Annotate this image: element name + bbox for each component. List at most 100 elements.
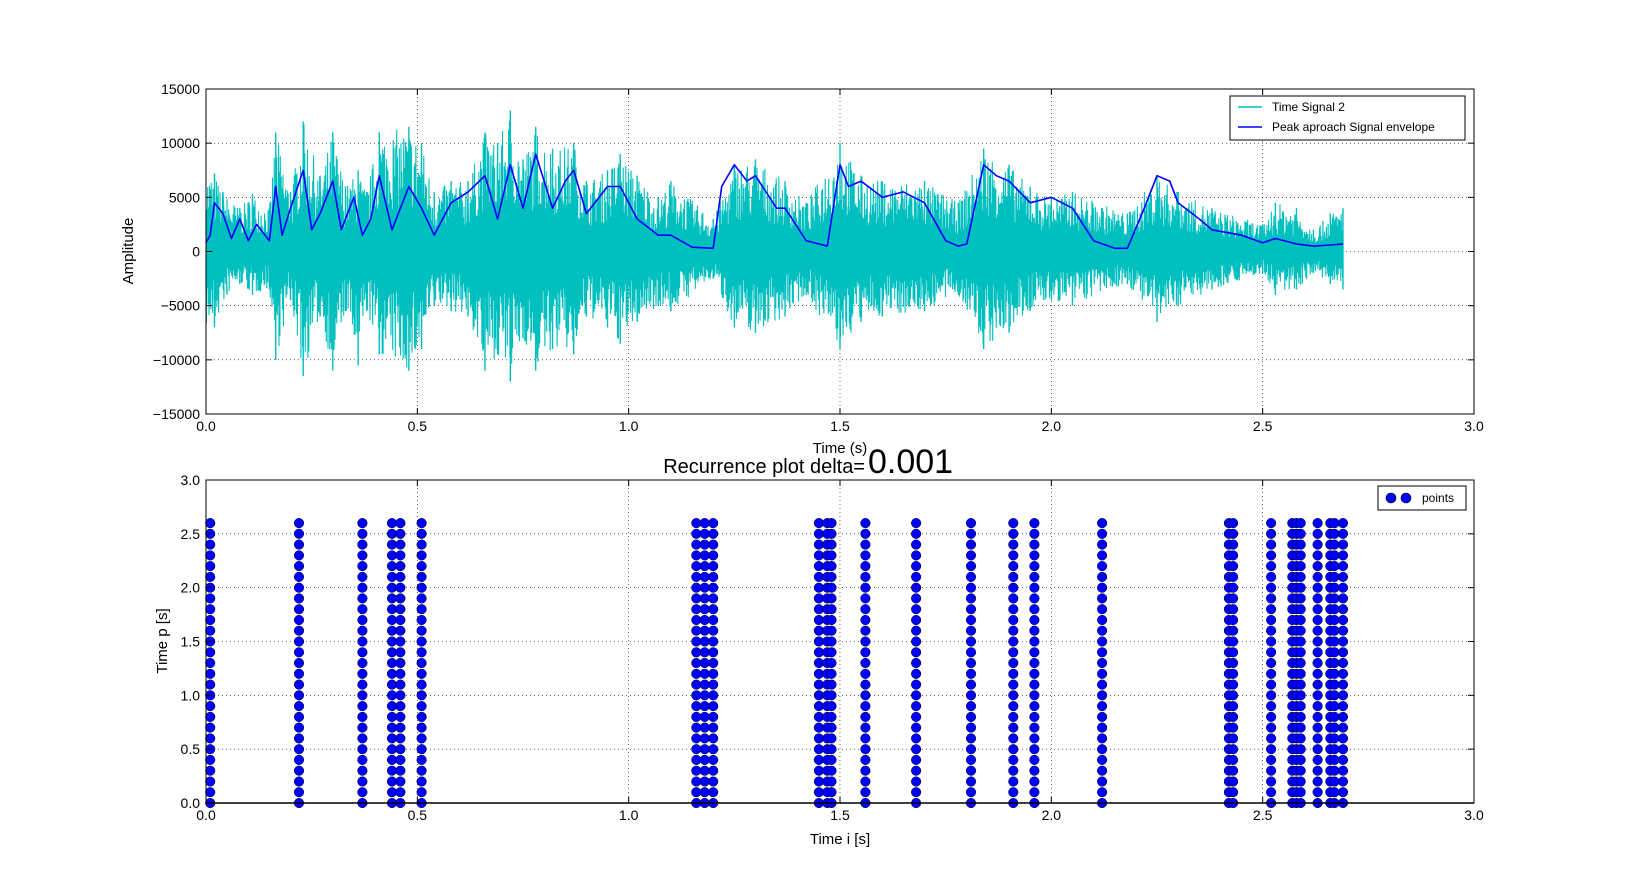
recurrence-point — [1008, 722, 1019, 733]
recurrence-point — [826, 539, 837, 550]
recurrence-point — [1329, 593, 1340, 604]
recurrence-y-ticks: 3.0 2.5 2.0 1.5 1.0 0.5 0.0 — [181, 472, 1474, 811]
recurrence-point — [826, 550, 837, 561]
recurrence-point — [1312, 722, 1323, 733]
recurrence-point — [1097, 733, 1108, 744]
recurrence-point — [357, 647, 368, 658]
recurrence-point — [965, 647, 977, 658]
recurrence-point — [1029, 690, 1040, 701]
recurrence-point — [1097, 582, 1108, 593]
recurrence-point — [1097, 668, 1108, 679]
recurrence-point — [1228, 711, 1239, 722]
recurrence-point — [860, 690, 871, 701]
recurrence-point — [1266, 614, 1277, 626]
recurrence-point — [1329, 657, 1340, 669]
recurrence-point — [708, 701, 719, 712]
recurrence-point — [1228, 604, 1239, 615]
recurrence-point — [205, 701, 216, 712]
recurrence-point — [1266, 679, 1277, 690]
recurrence-point — [293, 539, 305, 550]
recurrence-point — [1266, 754, 1277, 765]
signal-y-tick-label: 10000 — [161, 135, 200, 151]
recurrence-point — [1266, 561, 1277, 572]
recurrence-point — [357, 776, 368, 787]
recurrence-x-tick-label: 2.0 — [1042, 807, 1062, 823]
recurrence-point — [1029, 561, 1040, 572]
signal-legend-box — [1229, 95, 1466, 141]
recurrence-legend: points — [1377, 485, 1467, 511]
recurrence-point — [965, 776, 977, 787]
recurrence-point — [699, 711, 710, 722]
recurrence-point — [1295, 539, 1306, 550]
signal-x-tick-label: 1.0 — [619, 418, 639, 434]
recurrence-point — [293, 754, 305, 765]
recurrence-point — [1228, 518, 1239, 529]
recurrence-point — [1312, 679, 1323, 690]
recurrence-point — [1228, 528, 1239, 539]
recurrence-point — [1337, 711, 1349, 722]
recurrence-point — [293, 657, 305, 669]
recurrence-point — [965, 701, 977, 712]
recurrence-point — [1312, 657, 1323, 669]
recurrence-y-tick-label: 0.5 — [181, 741, 201, 757]
recurrence-point — [826, 733, 837, 744]
recurrence-point — [1097, 690, 1108, 701]
recurrence-point — [911, 776, 922, 787]
recurrence-x-tick-label: 3.0 — [1464, 807, 1484, 823]
recurrence-point — [860, 625, 871, 636]
recurrence-point — [1008, 550, 1019, 561]
signal-x-tick-label: 2.0 — [1042, 418, 1062, 434]
recurrence-point — [1228, 701, 1239, 712]
recurrence-point — [395, 561, 406, 572]
recurrence-point — [708, 539, 719, 550]
signal-x-ticks: 0.0 0.5 1.0 1.5 2.0 2.5 3.0 — [196, 89, 1484, 434]
recurrence-point — [1029, 679, 1040, 690]
recurrence-point — [1266, 550, 1277, 561]
recurrence-point — [1337, 647, 1349, 658]
recurrence-point — [1295, 614, 1306, 626]
recurrence-point — [1097, 636, 1108, 647]
recurrence-point — [1266, 625, 1277, 636]
recurrence-point — [1008, 668, 1019, 679]
recurrence-point — [1008, 518, 1019, 529]
recurrence-point — [205, 518, 216, 529]
recurrence-point — [911, 765, 922, 776]
recurrence-x-tick-label: 0.5 — [408, 807, 428, 823]
recurrence-point — [293, 518, 305, 529]
signal-x-tick-label: 0.0 — [196, 418, 216, 434]
recurrence-point — [1029, 625, 1040, 636]
recurrence-point — [860, 582, 871, 593]
recurrence-x-ticks: 0.0 0.5 1.0 1.5 2.0 2.5 3.0 — [196, 480, 1484, 823]
recurrence-point — [860, 733, 871, 744]
recurrence-point — [1029, 582, 1040, 593]
recurrence-point — [293, 593, 305, 604]
recurrence-point — [911, 722, 922, 733]
recurrence-point — [1266, 539, 1277, 550]
recurrence-point — [699, 668, 710, 679]
signal-envelope-line — [205, 153, 1344, 250]
recurrence-point — [699, 561, 710, 572]
recurrence-point — [1097, 744, 1108, 755]
recurrence-point — [416, 625, 427, 636]
recurrence-point — [965, 561, 977, 572]
recurrence-point — [1266, 765, 1277, 776]
recurrence-point — [1008, 636, 1019, 647]
recurrence-point — [708, 657, 719, 669]
recurrence-point — [826, 722, 837, 733]
recurrence-point — [293, 604, 305, 615]
recurrence-point — [1329, 518, 1340, 529]
recurrence-point — [1266, 722, 1277, 733]
recurrence-point — [708, 561, 719, 572]
recurrence-point — [205, 539, 216, 550]
recurrence-point — [826, 690, 837, 701]
recurrence-point — [1312, 582, 1323, 593]
recurrence-point — [826, 604, 837, 615]
recurrence-point — [708, 550, 719, 561]
recurrence-point — [1329, 668, 1340, 679]
recurrence-point — [357, 636, 368, 647]
recurrence-point — [1295, 679, 1306, 690]
recurrence-point — [395, 528, 406, 539]
recurrence-point — [911, 636, 922, 647]
recurrence-point — [1337, 701, 1349, 712]
recurrence-point — [965, 744, 977, 755]
